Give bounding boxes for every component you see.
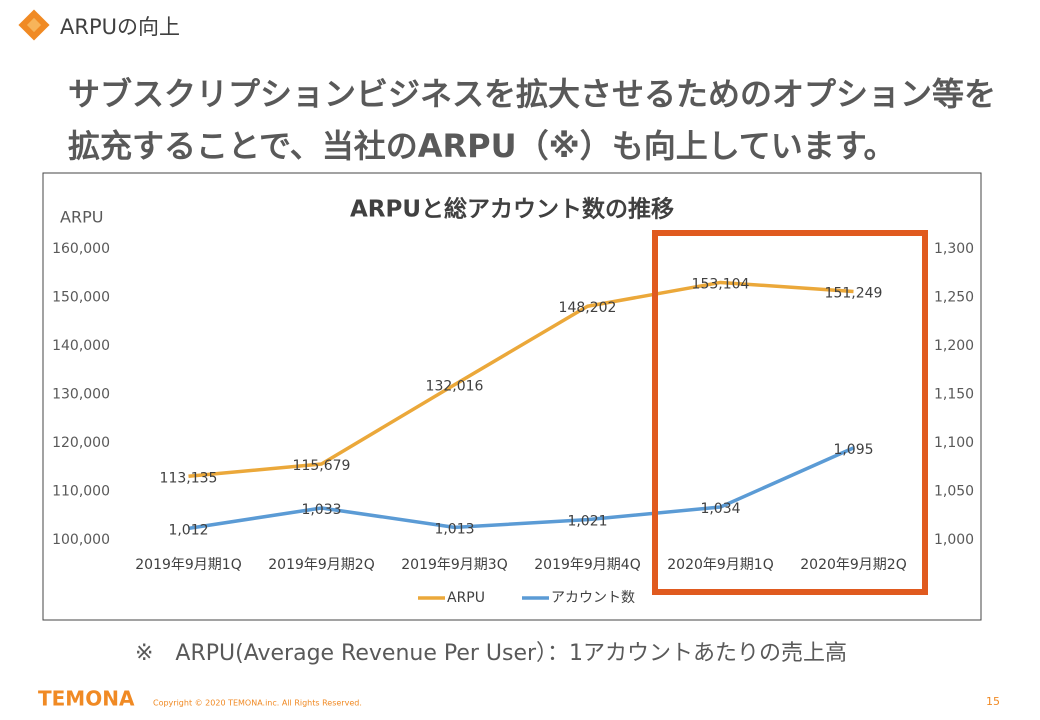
data-label: 1,013 — [434, 521, 474, 537]
y2-tick-label: 1,100 — [934, 435, 974, 451]
data-label: 1,012 — [168, 522, 208, 538]
y2-tick-label: 1,250 — [934, 290, 974, 306]
heading-line: 拡充することで、当社のARPU（※）も向上しています。 — [68, 127, 896, 165]
y-tick-label: 110,000 — [52, 484, 110, 500]
highlight-box — [652, 230, 928, 595]
data-label: 1,021 — [567, 514, 607, 530]
data-label: 113,135 — [160, 470, 218, 486]
y-tick-label: 160,000 — [52, 241, 110, 257]
y-tick-label: 150,000 — [52, 290, 110, 306]
chart-frame — [42, 172, 982, 621]
y2-tick-label: 1,200 — [934, 338, 974, 354]
series-line — [188, 280, 854, 479]
y-tick-label: 120,000 — [52, 435, 110, 451]
legend-label: アカウント数 — [551, 590, 635, 606]
y2-tick-label: 1,150 — [934, 387, 974, 403]
data-label: 151,249 — [825, 285, 883, 301]
legend-label: ARPU — [447, 590, 485, 606]
footnote: ※ ARPU(Average Revenue Per User）：1アカウントあ… — [135, 641, 847, 666]
page-number: 15 — [986, 695, 1000, 708]
y-tick-label: 140,000 — [52, 338, 110, 354]
data-label: 115,679 — [293, 458, 351, 474]
y-axis-label: ARPU — [60, 208, 103, 227]
x-tick-label: 2019年9月期2Q — [268, 557, 374, 573]
header-icon-inner — [26, 17, 42, 33]
plot: 100,000 110,000 120,000 130,000 140,000 150,0… — [52, 241, 974, 606]
series-line — [188, 446, 855, 531]
y2-tick-label: 1,050 — [934, 484, 974, 500]
y2-tick-label: 1,300 — [934, 241, 974, 257]
data-label: 132,016 — [426, 379, 484, 395]
header-title: ARPUの向上 — [60, 15, 180, 39]
data-label: 1,033 — [301, 502, 341, 518]
y-tick-label: 130,000 — [52, 387, 110, 403]
chart-title: ARPUと総アカウント数の推移 — [350, 196, 674, 223]
x-tick-label: 2020年9月期1Q — [667, 557, 773, 573]
logo: TEMONA — [38, 687, 135, 711]
y-tick-label: 100,000 — [52, 532, 110, 548]
heading-line: サブスクリプションビジネスを拡大させるためのオプション等を — [68, 75, 996, 113]
data-label: 148,202 — [559, 300, 617, 316]
copyright: Copyright © 2020 TEMONA.inc. All Rights … — [153, 699, 362, 708]
x-tick-label: 2019年9月期1Q — [135, 557, 241, 573]
x-tick-label: 2020年9月期2Q — [800, 557, 906, 573]
data-label: 1,095 — [833, 442, 873, 458]
x-tick-label: 2019年9月期4Q — [534, 557, 640, 573]
x-tick-label: 2019年9月期3Q — [401, 557, 507, 573]
y2-tick-label: 1,000 — [934, 532, 974, 548]
data-label: 1,034 — [700, 501, 740, 517]
data-label: 153,104 — [692, 276, 750, 292]
